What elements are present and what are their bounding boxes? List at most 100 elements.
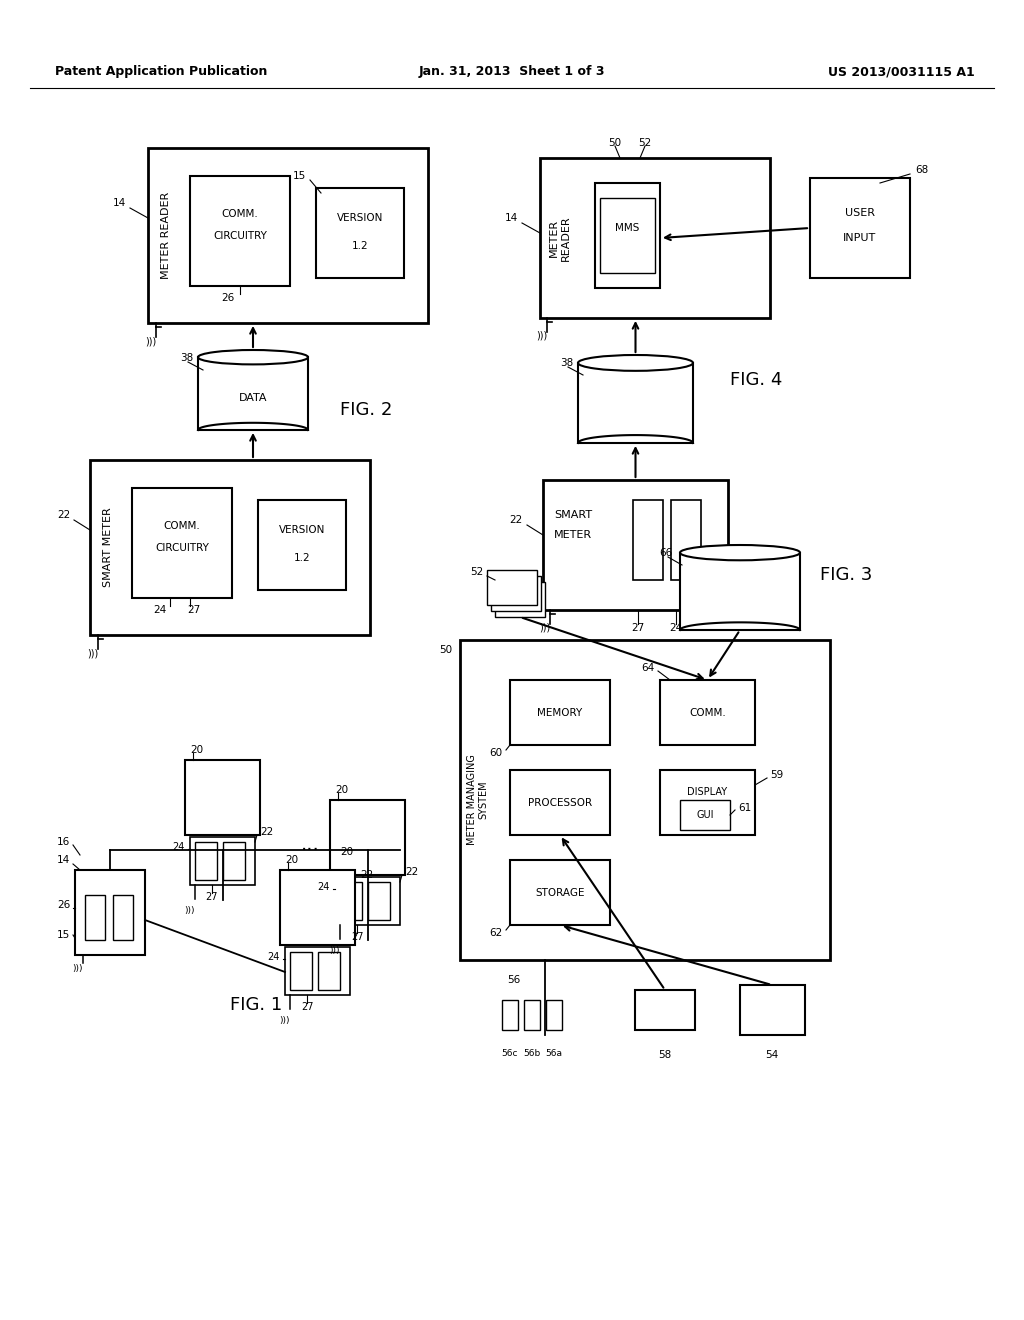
Text: 27: 27 — [632, 623, 645, 634]
Text: 27: 27 — [351, 932, 364, 942]
Text: METER
READER: METER READER — [549, 215, 570, 261]
Text: 26: 26 — [222, 293, 234, 304]
Text: 20: 20 — [285, 855, 298, 865]
Bar — [258, 500, 346, 590]
Text: US 2013/0031115 A1: US 2013/0031115 A1 — [828, 66, 975, 78]
Text: METER MANAGING
SYSTEM: METER MANAGING SYSTEM — [467, 755, 488, 845]
Text: 60: 60 — [488, 748, 502, 758]
Bar — [85, 895, 105, 940]
Text: FIG. 2: FIG. 2 — [340, 401, 392, 418]
Bar — [540, 158, 770, 318]
Text: 56a: 56a — [546, 1048, 562, 1057]
Bar — [318, 952, 340, 990]
Text: 50: 50 — [439, 645, 452, 655]
Text: DISPLAY: DISPLAY — [687, 787, 728, 797]
Text: ))): ))) — [330, 945, 340, 954]
Bar — [132, 488, 232, 598]
Bar — [290, 952, 312, 990]
Text: 56b: 56b — [523, 1048, 541, 1057]
Text: 22: 22 — [260, 828, 273, 837]
Bar — [660, 680, 755, 744]
Text: ))): ))) — [73, 965, 83, 974]
Text: 15: 15 — [56, 931, 70, 940]
Text: ...: ... — [301, 836, 319, 854]
Text: VERSION: VERSION — [279, 525, 326, 535]
Bar — [280, 870, 355, 945]
Text: ))): ))) — [184, 906, 196, 915]
Text: 24: 24 — [154, 605, 167, 615]
Text: 14: 14 — [505, 213, 518, 223]
Bar — [285, 946, 350, 995]
Bar — [660, 770, 755, 836]
Text: COMM.: COMM. — [164, 521, 201, 531]
Bar — [680, 553, 800, 630]
Bar — [595, 183, 660, 288]
Text: ))): ))) — [540, 623, 551, 634]
Text: 56: 56 — [507, 975, 520, 985]
Bar — [90, 459, 370, 635]
Bar — [510, 680, 610, 744]
Text: 27: 27 — [187, 605, 201, 615]
Text: PROCESSOR: PROCESSOR — [528, 799, 592, 808]
Bar — [316, 187, 404, 279]
Text: 24: 24 — [317, 882, 330, 892]
Bar — [495, 582, 545, 616]
Bar — [510, 770, 610, 836]
Text: 59: 59 — [770, 770, 783, 780]
Text: 50: 50 — [608, 139, 622, 148]
Text: 14: 14 — [56, 855, 70, 865]
Text: 26: 26 — [56, 900, 70, 909]
Text: VERSION: VERSION — [337, 213, 383, 223]
Text: 27: 27 — [206, 892, 218, 902]
Text: 20: 20 — [340, 847, 353, 857]
Bar — [460, 640, 830, 960]
Text: 68: 68 — [915, 165, 928, 176]
Text: MEMORY: MEMORY — [538, 708, 583, 718]
Bar — [578, 363, 693, 444]
Text: USER: USER — [845, 209, 874, 218]
Text: 22: 22 — [56, 510, 70, 520]
Text: ))): ))) — [537, 331, 548, 341]
Text: METER READER: METER READER — [161, 191, 171, 279]
Text: 20: 20 — [190, 744, 203, 755]
Bar — [600, 198, 655, 273]
Text: 58: 58 — [658, 1049, 672, 1060]
Ellipse shape — [578, 355, 693, 371]
Bar — [524, 1001, 540, 1030]
Text: CIRCUITRY: CIRCUITRY — [155, 543, 209, 553]
Text: 66: 66 — [658, 548, 672, 558]
Bar — [195, 842, 217, 880]
Bar — [680, 800, 730, 830]
Bar — [335, 876, 400, 925]
Bar — [113, 895, 133, 940]
Text: STORAGE: STORAGE — [536, 888, 585, 898]
Bar — [810, 178, 910, 279]
Text: 24: 24 — [267, 952, 280, 962]
Bar — [502, 1001, 518, 1030]
Text: 61: 61 — [738, 803, 752, 813]
Bar — [223, 842, 245, 880]
Bar — [490, 576, 541, 611]
Text: 38: 38 — [560, 358, 573, 368]
Text: 1.2: 1.2 — [294, 553, 310, 564]
Text: Jan. 31, 2013  Sheet 1 of 3: Jan. 31, 2013 Sheet 1 of 3 — [419, 66, 605, 78]
Text: INPUT: INPUT — [844, 234, 877, 243]
Bar — [185, 760, 260, 836]
Text: 54: 54 — [765, 1049, 778, 1060]
Bar — [368, 882, 390, 920]
Bar — [190, 176, 290, 286]
Bar — [198, 358, 308, 430]
Bar — [546, 1001, 562, 1030]
Bar — [543, 480, 728, 610]
Bar — [740, 985, 805, 1035]
Bar — [190, 837, 255, 884]
Text: MMS: MMS — [615, 223, 640, 234]
Text: FIG. 4: FIG. 4 — [730, 371, 782, 389]
Text: 38: 38 — [180, 352, 193, 363]
Text: 64: 64 — [642, 663, 655, 673]
Bar — [75, 870, 145, 954]
Text: ))): ))) — [145, 337, 157, 346]
Bar — [487, 570, 537, 605]
Text: ))): ))) — [87, 648, 98, 657]
Bar — [148, 148, 428, 323]
